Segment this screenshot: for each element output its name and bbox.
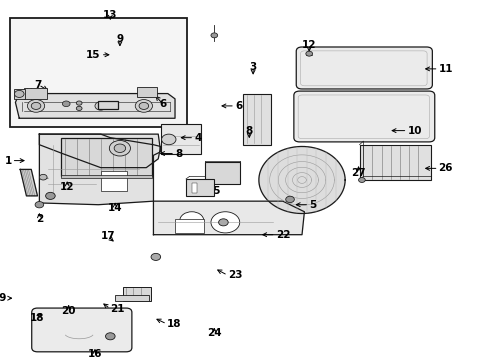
Text: 5: 5 bbox=[308, 200, 316, 210]
FancyBboxPatch shape bbox=[32, 308, 132, 352]
Circle shape bbox=[105, 333, 115, 340]
Circle shape bbox=[76, 106, 82, 111]
Bar bbox=[160, 123, 201, 154]
Text: 12: 12 bbox=[301, 40, 316, 50]
Text: 15: 15 bbox=[86, 50, 101, 60]
Text: 22: 22 bbox=[275, 230, 289, 240]
Bar bbox=[359, 145, 430, 180]
Circle shape bbox=[135, 100, 152, 112]
Text: 11: 11 bbox=[438, 64, 452, 74]
Text: 2: 2 bbox=[36, 214, 43, 224]
Bar bbox=[122, 287, 150, 301]
Circle shape bbox=[15, 90, 24, 98]
Text: 23: 23 bbox=[227, 270, 242, 280]
Circle shape bbox=[210, 212, 239, 233]
Bar bbox=[101, 171, 127, 190]
Polygon shape bbox=[40, 134, 160, 205]
Text: 7: 7 bbox=[35, 80, 42, 90]
Text: 8: 8 bbox=[245, 126, 252, 136]
Polygon shape bbox=[20, 170, 38, 196]
Text: 18: 18 bbox=[30, 312, 44, 323]
Bar bbox=[205, 162, 239, 184]
Text: 3: 3 bbox=[249, 62, 256, 72]
Circle shape bbox=[27, 100, 44, 112]
Bar bbox=[191, 183, 196, 193]
Bar bbox=[137, 87, 157, 97]
Circle shape bbox=[139, 102, 148, 109]
Bar bbox=[61, 175, 152, 178]
Circle shape bbox=[358, 177, 365, 183]
Circle shape bbox=[62, 101, 70, 107]
Text: 1: 1 bbox=[4, 156, 12, 166]
Polygon shape bbox=[40, 134, 160, 168]
Bar bbox=[243, 94, 270, 145]
Bar bbox=[24, 87, 47, 99]
Text: 21: 21 bbox=[110, 304, 124, 314]
Circle shape bbox=[45, 192, 55, 199]
Text: 19: 19 bbox=[0, 293, 7, 303]
FancyBboxPatch shape bbox=[296, 47, 431, 89]
Circle shape bbox=[31, 102, 41, 109]
Circle shape bbox=[35, 202, 43, 208]
Text: 17: 17 bbox=[101, 231, 115, 242]
Text: 6: 6 bbox=[159, 99, 166, 109]
Circle shape bbox=[285, 196, 294, 203]
Bar bbox=[14, 89, 25, 99]
Polygon shape bbox=[258, 147, 345, 213]
Text: 16: 16 bbox=[87, 348, 102, 359]
Circle shape bbox=[161, 134, 176, 145]
Text: 24: 24 bbox=[206, 328, 221, 338]
Text: 26: 26 bbox=[438, 163, 452, 174]
Bar bbox=[61, 138, 152, 176]
Text: 13: 13 bbox=[103, 10, 117, 20]
Circle shape bbox=[109, 140, 130, 156]
Text: 27: 27 bbox=[350, 168, 365, 178]
Text: 10: 10 bbox=[407, 126, 421, 136]
Circle shape bbox=[95, 102, 106, 110]
Bar bbox=[175, 219, 203, 233]
Bar bbox=[115, 294, 148, 301]
Text: 18: 18 bbox=[166, 319, 181, 329]
Text: 8: 8 bbox=[175, 149, 182, 158]
Circle shape bbox=[180, 212, 203, 229]
Bar bbox=[10, 18, 186, 127]
Bar bbox=[98, 101, 117, 109]
Text: 6: 6 bbox=[234, 101, 242, 111]
FancyBboxPatch shape bbox=[293, 91, 434, 142]
Circle shape bbox=[40, 174, 47, 180]
Bar bbox=[185, 179, 213, 196]
Circle shape bbox=[151, 253, 160, 260]
Text: 9: 9 bbox=[116, 34, 123, 44]
Text: 4: 4 bbox=[194, 133, 201, 143]
Text: 12: 12 bbox=[60, 182, 74, 192]
Circle shape bbox=[218, 219, 228, 226]
Polygon shape bbox=[153, 201, 304, 235]
Text: 14: 14 bbox=[107, 203, 122, 213]
Text: 25: 25 bbox=[206, 186, 220, 196]
Circle shape bbox=[305, 51, 312, 56]
Circle shape bbox=[210, 33, 217, 38]
Polygon shape bbox=[16, 94, 175, 118]
Circle shape bbox=[76, 101, 82, 105]
Text: 20: 20 bbox=[61, 306, 76, 315]
Circle shape bbox=[114, 144, 125, 153]
